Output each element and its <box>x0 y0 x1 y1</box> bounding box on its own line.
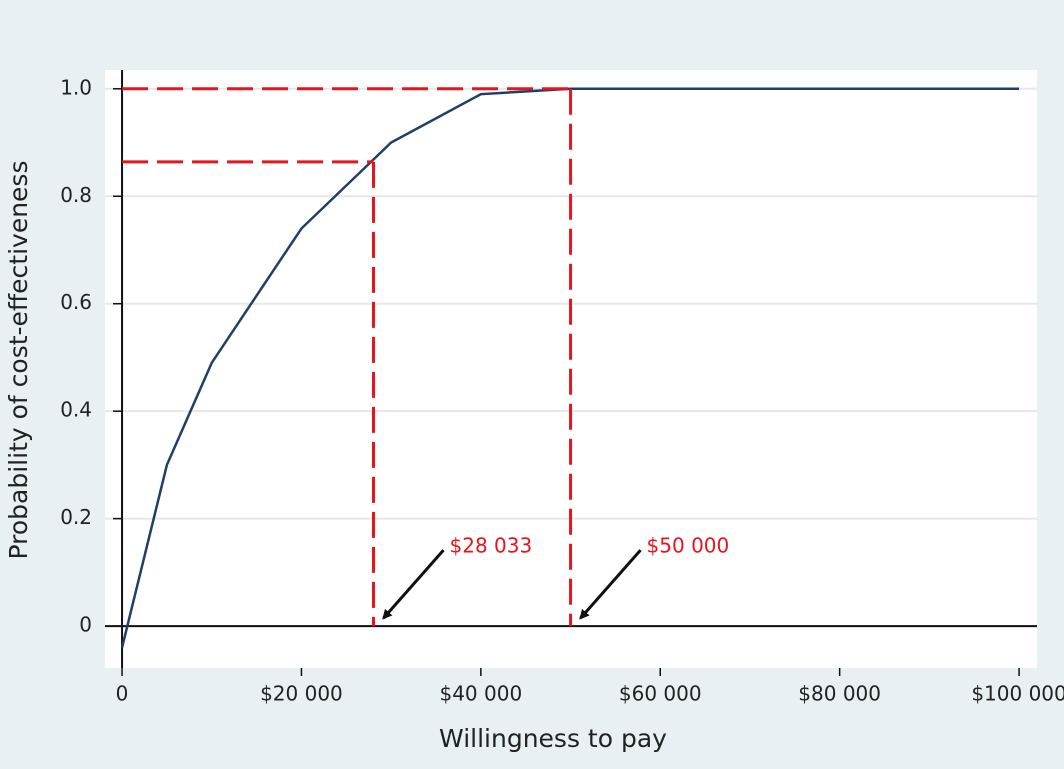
x-tick-label: $20 000 <box>260 682 343 706</box>
reference-label: $28 033 <box>450 534 533 558</box>
x-tick-label: $40 000 <box>439 682 522 706</box>
y-tick-label: 0 <box>79 613 92 637</box>
y-tick-label: 0.4 <box>60 398 92 422</box>
y-tick-label: 0.6 <box>60 290 92 314</box>
y-axis-title: Probability of cost-effectiveness <box>4 161 33 560</box>
y-tick-label: 0.8 <box>60 183 92 207</box>
annotation-arrow <box>382 549 445 620</box>
x-tick-label: $80 000 <box>798 682 881 706</box>
y-tick-label: 0.2 <box>60 505 92 529</box>
annotation-arrow <box>579 549 642 620</box>
data-line <box>120 87 1020 648</box>
x-tick-label: 0 <box>116 682 129 706</box>
x-tick-label: $60 000 <box>619 682 702 706</box>
x-tick-label: $100 000 <box>971 682 1064 706</box>
x-axis-title: Willingness to pay <box>439 724 667 753</box>
y-tick-label: 1.0 <box>60 75 92 99</box>
reference-label: $50 000 <box>647 534 730 558</box>
